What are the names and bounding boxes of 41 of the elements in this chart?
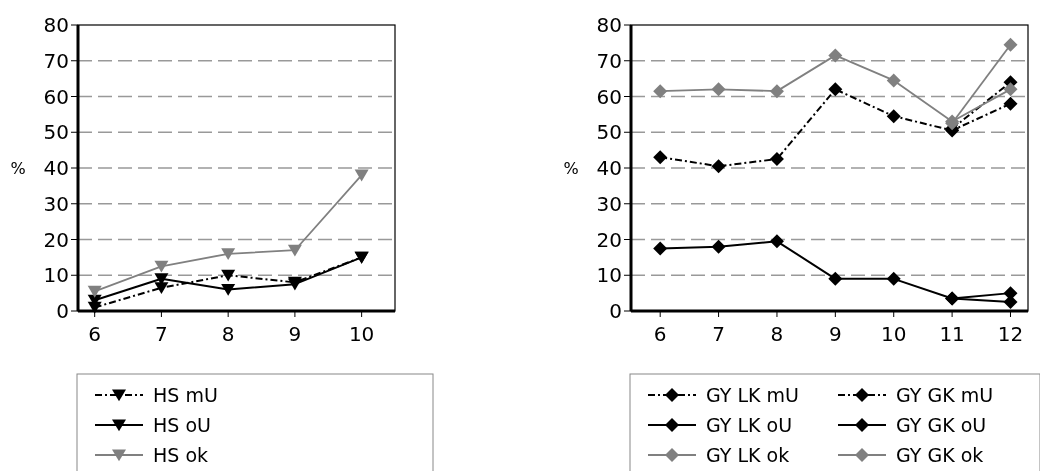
y-tick-label: 30	[43, 191, 69, 216]
legend-label: GY LK ok	[706, 443, 790, 466]
y-tick-label: 70	[596, 48, 622, 73]
legend-label: HS ok	[153, 443, 209, 466]
y-tick-label: 50	[596, 120, 622, 145]
y-tick-label: 0	[609, 299, 622, 323]
y-tick-label: 80	[596, 13, 622, 37]
y-axis-title: %	[563, 158, 579, 178]
y-axis-title: %	[10, 158, 26, 178]
x-tick-label: 8	[770, 322, 784, 346]
y-tick-label: 70	[43, 48, 69, 73]
legend-label: GY LK mU	[706, 383, 799, 406]
y-tick-label: 80	[43, 13, 69, 37]
y-tick-label: 50	[43, 120, 69, 145]
x-tick-label: 7	[155, 322, 168, 346]
y-tick-label: 0	[56, 299, 69, 323]
y-tick-label: 20	[596, 227, 622, 252]
y-tick-label: 60	[596, 84, 622, 109]
legend-label: GY GK mU	[896, 383, 994, 406]
x-tick-label: 10	[880, 322, 907, 346]
x-tick-label: 7	[712, 322, 725, 346]
y-tick-label: 40	[43, 156, 69, 180]
y-tick-label: 10	[43, 263, 69, 288]
x-tick-label: 9	[828, 322, 842, 346]
x-tick-label: 6	[88, 322, 102, 346]
x-tick-label: 10	[348, 322, 375, 346]
y-tick-label: 20	[43, 227, 69, 252]
x-tick-label: 9	[288, 322, 302, 346]
x-tick-label: 6	[653, 322, 667, 346]
y-tick-label: 60	[43, 84, 69, 109]
x-tick-label: 11	[939, 322, 965, 346]
y-tick-label: 40	[596, 156, 622, 180]
y-tick-label: 10	[596, 263, 622, 288]
legend-label: GY GK oU	[896, 413, 987, 436]
y-tick-label: 30	[596, 191, 622, 216]
legend-label: GY GK ok	[896, 443, 984, 466]
legend-label: HS oU	[153, 413, 211, 436]
x-tick-label: 12	[997, 322, 1024, 346]
legend-label: HS mU	[153, 383, 218, 406]
x-tick-label: 8	[221, 322, 235, 346]
legend-label: GY LK oU	[706, 413, 793, 436]
